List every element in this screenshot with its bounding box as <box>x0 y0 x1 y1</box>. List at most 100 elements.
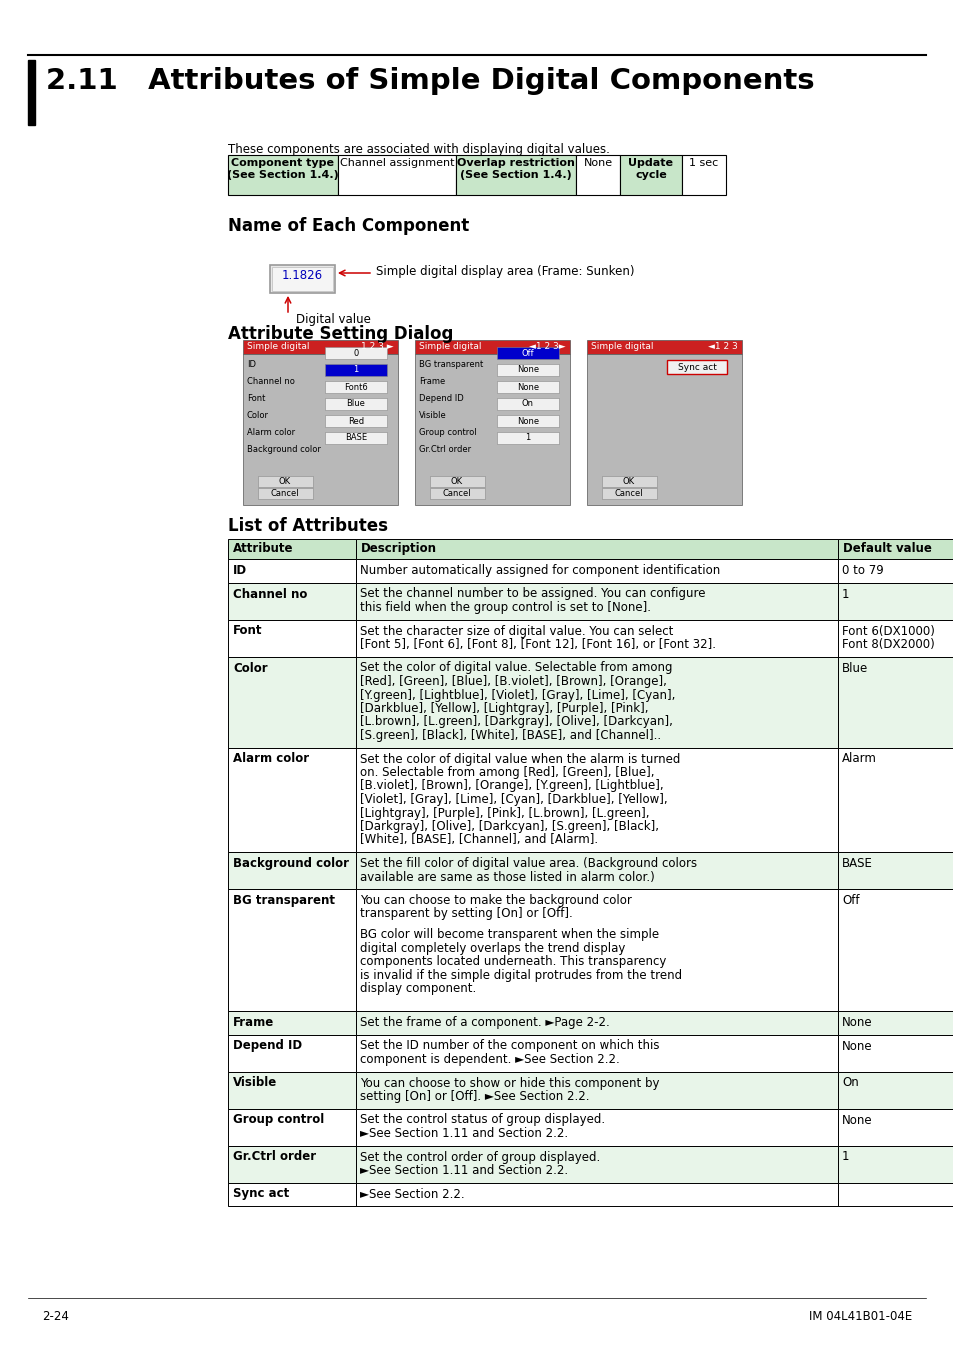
Text: None: None <box>517 382 538 391</box>
Bar <box>257 487 313 500</box>
Bar <box>837 890 953 1011</box>
Text: Frame: Frame <box>233 1017 274 1029</box>
Text: Alarm color: Alarm color <box>247 428 294 437</box>
Bar <box>837 1146 953 1183</box>
Bar <box>228 559 355 582</box>
Text: Background color: Background color <box>233 857 349 869</box>
Bar <box>228 620 355 656</box>
Text: Gr.Ctrl order: Gr.Ctrl order <box>233 1150 315 1164</box>
Text: Attribute: Attribute <box>233 541 294 555</box>
Text: 1 2 3 ►: 1 2 3 ► <box>361 342 394 351</box>
Text: Set the fill color of digital value area. (Background colors: Set the fill color of digital value area… <box>359 857 697 869</box>
Bar <box>355 1146 837 1183</box>
Text: [Font 5], [Font 6], [Font 8], [Font 12], [Font 16], or [Font 32].: [Font 5], [Font 6], [Font 8], [Font 12],… <box>359 639 716 651</box>
Bar <box>355 582 837 620</box>
Text: Set the control status of group displayed.: Set the control status of group displaye… <box>359 1114 604 1126</box>
Bar <box>681 155 725 194</box>
Bar <box>243 340 397 354</box>
Text: BASE: BASE <box>345 433 367 443</box>
Text: Overlap restriction
(See Section 1.4.): Overlap restriction (See Section 1.4.) <box>456 158 575 180</box>
Text: Font: Font <box>233 625 262 637</box>
Text: ►See Section 2.2.: ►See Section 2.2. <box>359 1188 464 1200</box>
Bar <box>355 1011 837 1034</box>
Bar <box>325 364 387 377</box>
Bar <box>837 1183 953 1206</box>
Bar <box>430 487 484 500</box>
Bar <box>837 656 953 748</box>
Text: None: None <box>841 1017 872 1029</box>
Text: [Darkblue], [Yellow], [Lightgray], [Purple], [Pink],: [Darkblue], [Yellow], [Lightgray], [Purp… <box>359 702 648 716</box>
Text: Visible: Visible <box>233 1076 277 1089</box>
Text: [Lightgray], [Purple], [Pink], [L.brown], [L.green],: [Lightgray], [Purple], [Pink], [L.brown]… <box>359 806 649 819</box>
Bar <box>355 559 837 582</box>
Bar <box>243 354 397 505</box>
Text: ID: ID <box>247 360 255 369</box>
Bar <box>601 477 657 487</box>
Text: None: None <box>517 366 538 374</box>
Text: Depend ID: Depend ID <box>418 394 463 404</box>
Text: is invalid if the simple digital protrudes from the trend: is invalid if the simple digital protrud… <box>359 969 681 981</box>
Text: 2-24: 2-24 <box>42 1310 69 1323</box>
Bar <box>497 347 558 359</box>
Text: Name of Each Component: Name of Each Component <box>228 217 469 235</box>
Bar <box>586 354 741 505</box>
Text: On: On <box>521 400 534 409</box>
Text: ►See Section 1.11 and Section 2.2.: ►See Section 1.11 and Section 2.2. <box>359 1164 568 1177</box>
Text: Font: Font <box>247 394 265 404</box>
Text: Color: Color <box>247 410 269 420</box>
Bar <box>228 539 355 559</box>
Bar <box>228 1183 355 1206</box>
Text: Number automatically assigned for component identification: Number automatically assigned for compon… <box>359 564 720 576</box>
Text: on. Selectable from among [Red], [Green], [Blue],: on. Selectable from among [Red], [Green]… <box>359 765 654 779</box>
Bar <box>601 487 657 500</box>
Bar <box>228 1072 355 1108</box>
Text: Simple digital: Simple digital <box>418 342 481 351</box>
Text: Sync act: Sync act <box>233 1188 289 1200</box>
Text: Cancel: Cancel <box>271 489 299 498</box>
Text: On: On <box>841 1076 858 1089</box>
Text: BG transparent: BG transparent <box>418 360 483 369</box>
Text: Update
cycle: Update cycle <box>628 158 673 180</box>
Bar <box>228 852 355 890</box>
Bar <box>355 748 837 852</box>
Bar <box>228 1108 355 1146</box>
Text: component is dependent. ►See Section 2.2.: component is dependent. ►See Section 2.2… <box>359 1053 619 1066</box>
Text: Red: Red <box>348 417 364 425</box>
Text: digital completely overlaps the trend display: digital completely overlaps the trend di… <box>359 942 625 954</box>
Text: Set the frame of a component. ►Page 2-2.: Set the frame of a component. ►Page 2-2. <box>359 1017 609 1029</box>
Bar <box>837 620 953 656</box>
Bar <box>325 432 387 444</box>
Text: ◄1 2 3►: ◄1 2 3► <box>529 342 565 351</box>
Bar <box>576 155 619 194</box>
Text: Group control: Group control <box>418 428 476 437</box>
Bar <box>586 340 741 354</box>
Bar <box>257 477 313 487</box>
Bar <box>272 267 333 292</box>
Bar <box>228 1011 355 1034</box>
Bar <box>355 620 837 656</box>
Text: 1: 1 <box>841 587 848 601</box>
Bar <box>28 59 35 126</box>
Text: 0 to 79: 0 to 79 <box>841 564 882 576</box>
Text: Cancel: Cancel <box>614 489 642 498</box>
Text: Cancel: Cancel <box>442 489 471 498</box>
Bar <box>355 1183 837 1206</box>
Bar <box>837 852 953 890</box>
Text: Set the control order of group displayed.: Set the control order of group displayed… <box>359 1150 599 1164</box>
Text: [Violet], [Gray], [Lime], [Cyan], [Darkblue], [Yellow],: [Violet], [Gray], [Lime], [Cyan], [Darkb… <box>359 792 667 806</box>
Bar <box>355 539 837 559</box>
Text: List of Attributes: List of Attributes <box>228 517 388 535</box>
Bar <box>337 155 456 194</box>
Bar <box>497 414 558 427</box>
Text: setting [On] or [Off]. ►See Section 2.2.: setting [On] or [Off]. ►See Section 2.2. <box>359 1089 589 1103</box>
Text: [S.green], [Black], [White], [BASE], and [Channel]..: [S.green], [Black], [White], [BASE], and… <box>359 729 660 742</box>
Bar <box>666 360 726 374</box>
Text: Off: Off <box>841 894 859 907</box>
Bar <box>415 340 569 354</box>
Text: 1.1826: 1.1826 <box>282 269 323 282</box>
Text: Default value: Default value <box>842 541 931 555</box>
Bar <box>355 1072 837 1108</box>
Bar <box>228 656 355 748</box>
Text: OK: OK <box>451 478 462 486</box>
Text: Channel no: Channel no <box>233 587 307 601</box>
